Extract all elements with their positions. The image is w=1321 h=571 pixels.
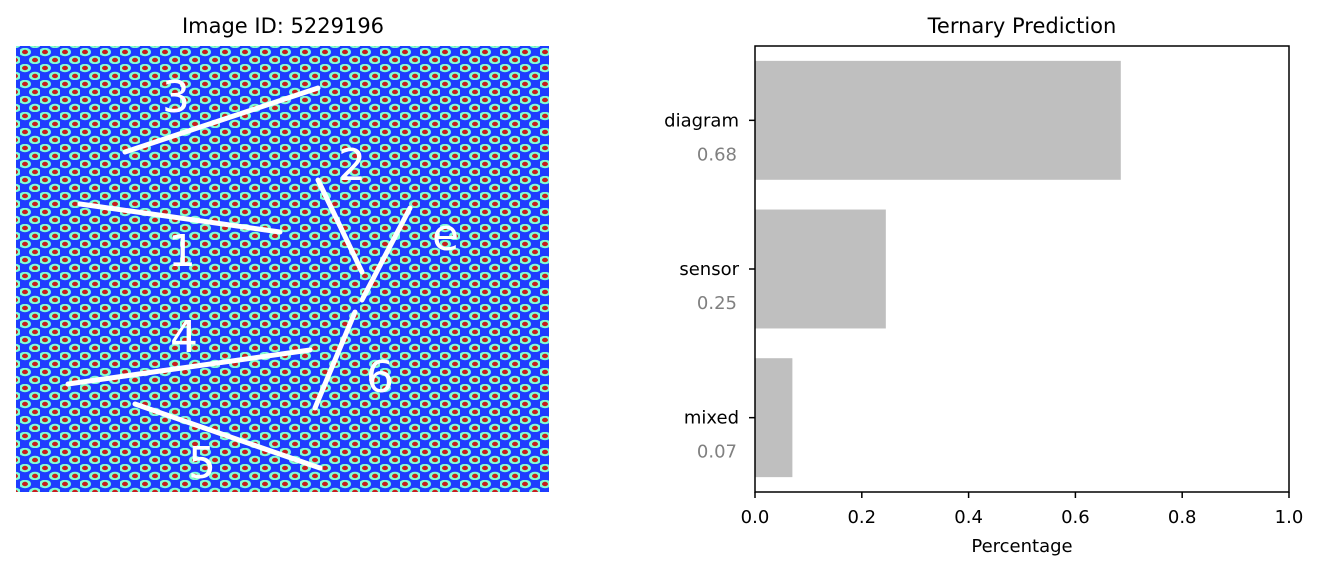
- x-tick-label-3: 0.6: [1061, 507, 1090, 528]
- annotation-line-5: [132, 401, 323, 471]
- sample-image: 3 2 e 1 4 6 5: [16, 46, 549, 492]
- x-tick-label-5: 1.0: [1275, 507, 1304, 528]
- value-label-diagram: 0.68: [697, 144, 737, 165]
- x-tick-label-4: 0.8: [1168, 507, 1197, 528]
- annotation-line-6: [312, 309, 358, 411]
- y-tick-label-sensor: sensor: [679, 259, 739, 280]
- annotation-label-2: 2: [338, 140, 366, 191]
- annotation-line-4: [65, 347, 313, 387]
- annotation-label-5: 5: [188, 438, 216, 489]
- value-label-sensor: 0.25: [697, 293, 737, 314]
- x-tick-label-2: 0.4: [954, 507, 983, 528]
- bar-chart: diagram 0.68 sensor 0.25 mixed 0.07 0.0 0.2 0.4 0…: [664, 45, 1304, 528]
- annotation-line-2b: [359, 205, 413, 303]
- annotation-line-3: [122, 85, 321, 155]
- y-tick-label-mixed: mixed: [684, 408, 739, 429]
- bar-sensor: [755, 209, 886, 329]
- annotation-label-e: e: [432, 210, 459, 261]
- left-panel-title: Image ID: 5229196: [182, 14, 384, 38]
- bar-mixed: [755, 358, 793, 478]
- x-axis-label: Percentage: [971, 536, 1072, 557]
- x-tick-label-0: 0.0: [741, 507, 770, 528]
- plot-frame: [754, 45, 1290, 493]
- annotation-label-4: 4: [170, 312, 198, 363]
- annotation-label-6: 6: [366, 352, 394, 403]
- value-label-mixed: 0.07: [697, 442, 737, 463]
- annotation-lines: [65, 85, 413, 471]
- annotation-label-1: 1: [168, 226, 196, 277]
- annotation-line-1: [77, 201, 283, 235]
- annotation-line-2a: [315, 177, 365, 275]
- chart-title: Ternary Prediction: [927, 14, 1117, 38]
- x-tick-label-1: 0.2: [847, 507, 876, 528]
- y-tick-label-diagram: diagram: [664, 110, 739, 131]
- annotation-labels: 3 2 e 1 4 6 5: [162, 72, 459, 489]
- sample-image-pattern: [16, 46, 549, 492]
- annotation-label-3: 3: [162, 72, 190, 123]
- bar-diagram: [755, 60, 1121, 180]
